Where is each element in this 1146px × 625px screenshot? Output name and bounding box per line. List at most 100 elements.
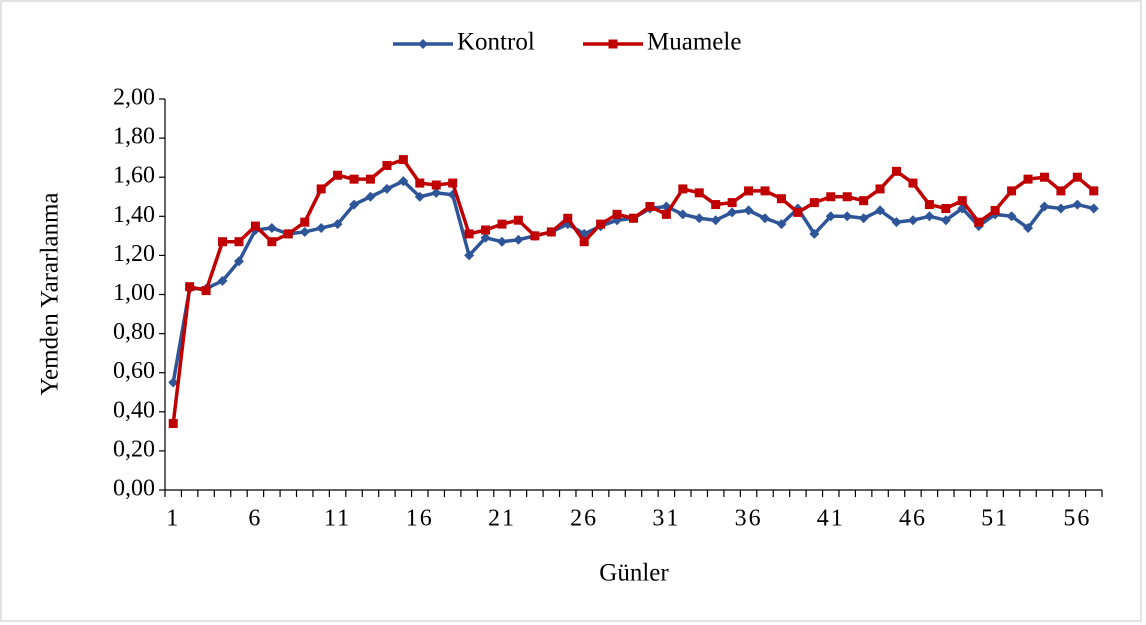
- point-marker: [496, 236, 507, 247]
- x-tick-label: 16: [406, 506, 434, 532]
- point-marker: [381, 183, 392, 194]
- y-tick-label: 2,00: [113, 85, 155, 111]
- point-marker: [727, 207, 738, 218]
- point-marker: [1023, 223, 1034, 234]
- point-marker: [497, 219, 507, 229]
- point-marker: [694, 213, 705, 224]
- point-marker: [513, 215, 523, 225]
- point-marker: [217, 275, 228, 286]
- point-marker: [924, 211, 935, 222]
- point-marker: [332, 219, 343, 230]
- y-axis-title: Yemden Yararlanma: [37, 193, 64, 396]
- point-marker: [875, 205, 886, 216]
- point-marker: [333, 170, 343, 180]
- point-marker: [266, 223, 277, 234]
- point-marker: [1072, 172, 1082, 182]
- legend-text: Kontrol: [457, 29, 535, 56]
- point-marker: [661, 209, 671, 219]
- point-marker: [1089, 186, 1099, 196]
- point-marker: [579, 237, 589, 247]
- point-marker: [398, 176, 409, 187]
- point-marker: [1056, 186, 1066, 196]
- point-marker: [464, 229, 474, 239]
- point-marker: [414, 191, 425, 202]
- point-marker: [744, 186, 754, 196]
- point-marker: [299, 226, 310, 237]
- point-marker: [365, 174, 375, 184]
- y-tick-label: 0,60: [113, 358, 155, 384]
- point-marker: [1023, 174, 1033, 184]
- y-tick-label: 1,40: [113, 202, 155, 228]
- point-marker: [233, 256, 244, 267]
- point-marker: [1055, 203, 1066, 214]
- point-marker: [941, 203, 951, 213]
- point-marker: [957, 196, 967, 206]
- point-marker: [448, 178, 458, 188]
- point-marker: [809, 228, 820, 239]
- x-tick-label: 31: [652, 506, 680, 532]
- point-marker: [513, 234, 524, 245]
- y-tick-label: 1,00: [113, 280, 155, 306]
- point-marker: [415, 178, 425, 188]
- point-marker: [596, 219, 606, 229]
- point-marker: [612, 209, 622, 219]
- point-marker: [168, 377, 179, 388]
- x-tick-label: 6: [248, 506, 262, 532]
- point-marker: [382, 160, 392, 170]
- point-marker: [365, 191, 376, 202]
- point-marker: [826, 192, 836, 202]
- x-tick-label: 56: [1063, 506, 1091, 532]
- point-marker: [546, 227, 556, 237]
- point-marker: [892, 166, 902, 176]
- point-marker: [629, 213, 638, 223]
- point-marker: [1006, 211, 1017, 222]
- point-marker: [694, 188, 704, 198]
- y-tick-label: 1,80: [113, 124, 155, 150]
- point-marker: [776, 219, 787, 230]
- point-marker: [711, 200, 721, 210]
- point-marker: [1039, 201, 1050, 212]
- point-marker: [185, 282, 195, 292]
- point-marker: [974, 217, 984, 227]
- point-marker: [940, 215, 951, 226]
- point-marker: [218, 237, 228, 247]
- point-marker: [743, 205, 754, 216]
- x-tick-label: 26: [570, 506, 598, 532]
- point-marker: [349, 174, 359, 184]
- point-marker: [1039, 172, 1049, 182]
- point-marker: [530, 231, 540, 241]
- point-marker: [316, 223, 327, 234]
- point-marker: [907, 215, 918, 226]
- point-marker: [825, 211, 836, 222]
- x-tick-label: 36: [735, 506, 763, 532]
- y-tick-label: 0,20: [113, 436, 155, 462]
- point-marker: [1072, 199, 1083, 210]
- point-marker: [563, 213, 573, 223]
- point-marker: [678, 184, 688, 194]
- x-tick-label: 51: [981, 506, 1009, 532]
- point-marker: [201, 286, 211, 296]
- point-marker: [760, 213, 771, 224]
- point-marker: [234, 237, 244, 247]
- point-marker: [859, 196, 869, 206]
- y-tick-label: 0,00: [113, 476, 155, 502]
- y-tick-label: 0,40: [113, 397, 155, 423]
- point-marker: [924, 200, 934, 210]
- point-marker: [891, 217, 902, 228]
- point-marker: [481, 225, 491, 235]
- point-marker: [267, 237, 277, 247]
- y-tick-label: 1,20: [113, 241, 155, 267]
- point-marker: [842, 192, 852, 202]
- y-tick-label: 1,60: [113, 163, 155, 189]
- x-tick-label: 1: [166, 506, 180, 532]
- point-marker: [990, 205, 1000, 215]
- point-marker: [793, 207, 803, 217]
- point-marker: [858, 213, 869, 224]
- point-marker: [645, 202, 655, 212]
- point-marker: [398, 155, 408, 165]
- x-tick-label: 41: [817, 506, 845, 532]
- point-marker: [464, 250, 475, 261]
